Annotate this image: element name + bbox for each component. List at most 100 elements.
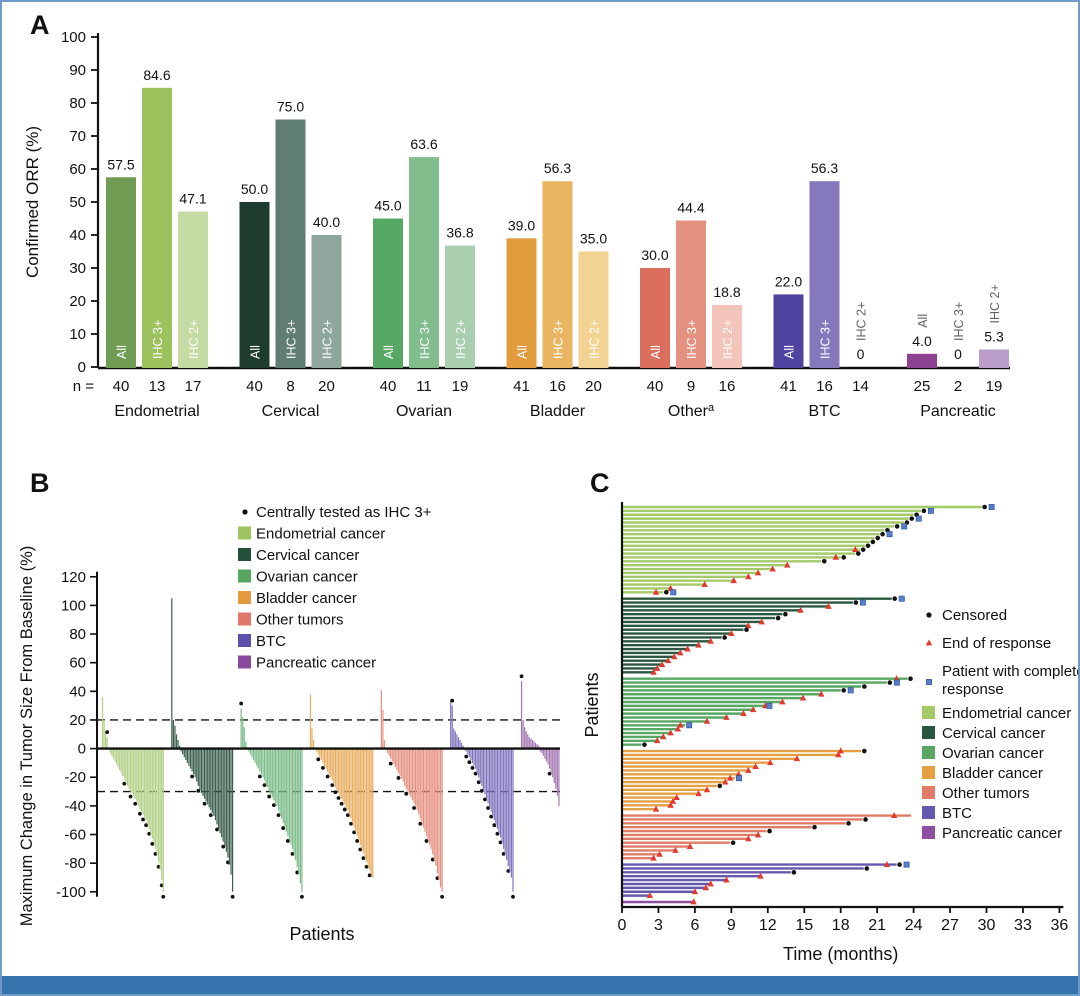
b-ihc3-dot: [396, 776, 401, 780]
a-bar-value: 56.3: [544, 160, 571, 176]
b-ihc3-dot: [325, 774, 330, 779]
a-bar-value: 18.8: [713, 284, 740, 300]
a-n-value: 17: [185, 378, 202, 395]
c-end-of-response-marker: [893, 675, 900, 682]
b-y-tick-label: 20: [69, 712, 86, 729]
b-ihc3-dot: [333, 790, 338, 795]
b-ihc3-dot: [430, 857, 435, 862]
a-bar-series-label: IHC 2+: [988, 284, 1002, 323]
a-bar-value: 50.0: [241, 181, 268, 197]
panel-a-label: A: [30, 10, 50, 40]
c-censored-marker: [897, 862, 902, 867]
a-bar: [712, 304, 742, 368]
c-censored-marker: [791, 870, 797, 875]
a-y-tick-label: 70: [69, 128, 86, 145]
b-ihc3-dot: [467, 760, 472, 765]
c-x-tick-label: 3: [654, 917, 663, 934]
c-end-of-response-marker: [702, 884, 710, 891]
b-legend-swatch: [238, 569, 251, 583]
c-censored-marker: [860, 547, 866, 552]
a-bar-series-label: IHC 3+: [151, 320, 165, 359]
c-end-of-response-marker: [723, 713, 730, 720]
b-legend-dot-icon: [242, 509, 248, 515]
a-n-value: 9: [687, 378, 695, 395]
b-ihc3-dot: [506, 869, 511, 873]
c-end-of-response-marker: [825, 602, 832, 609]
b-ihc3-dot: [285, 839, 290, 843]
b-ihc3-dot: [489, 814, 494, 819]
c-end-of-response-marker: [745, 835, 752, 842]
b-ihc3-dot: [141, 817, 145, 822]
a-bar: [907, 353, 937, 368]
c-end-of-response-marker: [690, 898, 697, 905]
c-end-of-response-marker: [707, 637, 714, 644]
b-y-tick-label: 60: [69, 655, 86, 672]
b-ihc3-dot: [150, 841, 155, 846]
a-bar-series-label: IHC 3+: [285, 320, 299, 359]
c-end-of-response-marker: [767, 759, 774, 766]
c-complete-response-marker: [926, 679, 932, 685]
c-censored-marker: [921, 508, 927, 514]
c-censored-marker: [887, 680, 893, 685]
a-bar-series-label: IHC 3+: [952, 302, 966, 341]
c-legend-swatch: [922, 786, 935, 799]
c-legend-label: Cervical cancer: [942, 725, 1045, 742]
b-ihc3-dot: [230, 894, 235, 899]
c-censored-marker: [767, 828, 772, 834]
b-ihc3-dot: [239, 701, 244, 706]
a-bar-value: 45.0: [374, 198, 401, 214]
b-ihc3-dot: [226, 860, 230, 865]
b-y-tick-label: -40: [64, 798, 86, 815]
c-censored-marker: [870, 539, 876, 545]
a-bar-series-label: IHC 3+: [418, 320, 432, 359]
c-end-of-response-marker: [728, 629, 735, 636]
c-x-tick-label: 0: [618, 917, 627, 934]
c-end-of-response-marker: [654, 664, 661, 671]
c-censored-marker: [812, 824, 817, 830]
b-ihc3-dot: [450, 698, 455, 703]
c-complete-response-marker: [893, 679, 900, 686]
c-legend-label: Endometrial cancer: [942, 705, 1071, 722]
b-ihc3-dot: [316, 757, 321, 762]
a-bar: [542, 181, 573, 368]
b-ihc3-dot: [464, 754, 469, 759]
a-bar-value: 39.0: [508, 217, 535, 233]
a-bar-value: 30.0: [641, 247, 668, 263]
b-ihc3-dot: [128, 794, 133, 799]
c-end-of-response-marker: [852, 546, 859, 553]
c-legend-swatch: [922, 766, 935, 779]
a-n-value: 16: [816, 378, 833, 395]
b-ihc3-dot: [281, 826, 286, 830]
c-end-of-response-marker: [652, 588, 660, 595]
a-n-value: 41: [513, 378, 530, 395]
a-n-value: 14: [852, 378, 869, 395]
a-bar-series-label: All: [115, 345, 129, 359]
c-complete-response-marker: [847, 687, 854, 694]
a-y-axis-title: Confirmed ORR (%): [23, 126, 42, 278]
b-legend-label: Bladder cancer: [256, 590, 357, 607]
c-end-of-response-marker: [925, 639, 933, 646]
a-y-tick-label: 10: [69, 326, 86, 343]
c-end-of-response-marker: [832, 553, 840, 560]
b-y-axis-title: Maximum Change in Tumor Size From Baseli…: [18, 546, 36, 927]
b-ihc3-dot: [519, 674, 524, 679]
a-bar: [311, 235, 342, 368]
b-ihc3-dot: [470, 766, 475, 770]
b-ihc3-dot: [105, 730, 110, 735]
c-legend-label: Pancreatic cancer: [942, 825, 1062, 842]
b-y-tick-label: 120: [61, 569, 86, 586]
a-y-tick-label: 60: [69, 161, 86, 178]
c-complete-response-marker: [988, 504, 995, 510]
c-x-tick-label: 33: [1014, 917, 1032, 934]
c-legend-swatch: [922, 706, 935, 719]
c-complete-response-marker: [766, 702, 773, 709]
c-end-of-response-marker: [723, 876, 730, 883]
c-end-of-response-marker: [691, 888, 699, 895]
c-legend-label: BTC: [942, 805, 972, 822]
c-censored-marker: [894, 524, 900, 529]
b-ihc3-dot: [144, 823, 149, 828]
c-y-axis-title: Patients: [582, 672, 602, 737]
a-bar-value: 84.6: [143, 67, 170, 83]
a-n-value: 40: [246, 378, 263, 395]
